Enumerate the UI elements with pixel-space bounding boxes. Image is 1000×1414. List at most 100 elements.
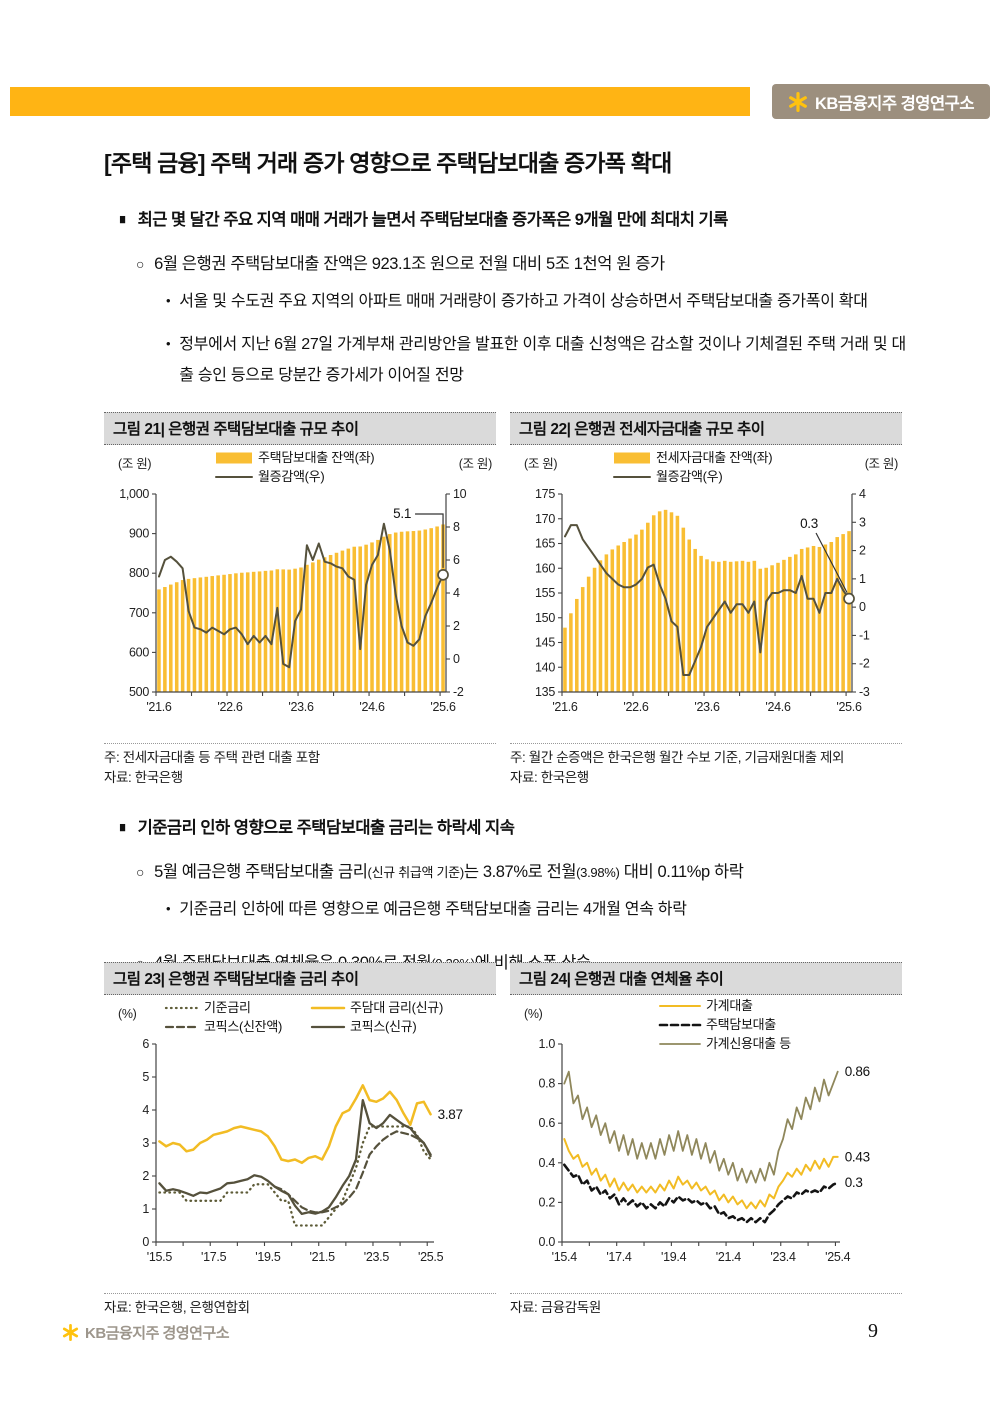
svg-text:0.3: 0.3 xyxy=(845,1175,863,1190)
figure-21-source: 자료: 한국은행 xyxy=(104,770,183,786)
svg-text:'23.6: '23.6 xyxy=(288,700,314,714)
svg-text:'22.6: '22.6 xyxy=(623,700,649,714)
svg-text:3.87: 3.87 xyxy=(438,1107,463,1122)
circle-bullet-icon: ○ xyxy=(136,256,145,272)
svg-text:1.0: 1.0 xyxy=(539,1037,556,1051)
svg-text:코픽스(신규): 코픽스(신규) xyxy=(350,1019,416,1034)
svg-text:'21.6: '21.6 xyxy=(146,700,172,714)
top-accent-bar xyxy=(10,87,750,116)
svg-text:(%): (%) xyxy=(524,1007,543,1021)
section-heading: ■ 최근 몇 달간 주요 지역 매매 거래가 늘면서 주택담보대출 증가폭은 9… xyxy=(118,206,918,230)
svg-text:월증감액(우): 월증감액(우) xyxy=(258,469,324,484)
svg-text:'24.6: '24.6 xyxy=(359,700,385,714)
sub-bullet-text: 정부에서 지난 6월 27일 가계부채 관리방안을 발표한 이후 대출 신청액은… xyxy=(179,336,906,385)
svg-text:가계대출: 가계대출 xyxy=(706,998,753,1013)
svg-text:0: 0 xyxy=(142,1235,149,1249)
svg-text:'19.4: '19.4 xyxy=(661,1250,687,1264)
svg-text:4: 4 xyxy=(453,586,460,600)
svg-text:전세자금대출 잔액(좌): 전세자금대출 잔액(좌) xyxy=(656,450,772,465)
svg-text:700: 700 xyxy=(129,606,149,620)
header-brand-text: KB금융지주 경영연구소 xyxy=(814,94,975,113)
figure-21-title: 그림 21| 은행권 주택담보대출 규모 추이 xyxy=(104,412,496,445)
svg-text:4: 4 xyxy=(142,1103,149,1117)
bullet-item: ○ 5월 예금은행 주택담보대출 금리(신규 취급액 기준)는 3.87%로 전… xyxy=(136,858,918,882)
svg-text:기준금리: 기준금리 xyxy=(204,1000,251,1015)
svg-text:주택담보대출: 주택담보대출 xyxy=(706,1017,776,1032)
svg-text:0.4: 0.4 xyxy=(539,1156,556,1170)
svg-text:'15.4: '15.4 xyxy=(552,1250,578,1264)
svg-text:0: 0 xyxy=(453,652,460,666)
svg-text:8: 8 xyxy=(453,520,460,534)
svg-text:140: 140 xyxy=(535,660,555,674)
sub-bullet-item: • 서울 및 수도권 주요 지역의 아파트 매매 거래량이 증가하고 가격이 상… xyxy=(166,286,918,317)
figures-row-1: 그림 21| 은행권 주택담보대출 규모 추이 1,000 900 800 700 60… xyxy=(104,412,902,789)
svg-text:1: 1 xyxy=(142,1202,149,1216)
circle-bullet-icon: ○ xyxy=(136,864,145,880)
figure-22-chart: 17517016516015515014514013543210-1-2-3'2… xyxy=(524,450,898,714)
svg-text:'23.4: '23.4 xyxy=(770,1250,796,1264)
dot-bullet-icon: • xyxy=(166,293,171,308)
sub-bullet-item: • 정부에서 지난 6월 27일 가계부채 관리방안을 발표한 이후 대출 신청… xyxy=(166,329,918,391)
svg-text:-3: -3 xyxy=(859,685,870,699)
figure-22-note: 주: 월간 순증액은 한국은행 월간 수보 기준, 기금재원대출 제외 xyxy=(510,750,845,765)
svg-text:'19.5: '19.5 xyxy=(255,1250,281,1264)
footer-brand-text: KB금융지주 경영연구소 xyxy=(85,1325,230,1342)
dot-bullet-icon: • xyxy=(166,901,171,916)
svg-text:(조 원): (조 원) xyxy=(865,457,898,471)
square-bullet-icon: ■ xyxy=(119,211,126,228)
kb-star-icon xyxy=(62,1324,79,1341)
bullet-text: 6월 은행권 주택담보대출 잔액은 923.1조 원으로 전월 대비 5조 1천… xyxy=(154,255,665,273)
svg-text:2: 2 xyxy=(859,544,866,558)
svg-text:'22.6: '22.6 xyxy=(217,700,243,714)
svg-text:'25.6: '25.6 xyxy=(836,700,862,714)
svg-text:'17.5: '17.5 xyxy=(201,1250,227,1264)
section-heading: ■ 기준금리 인하 영향으로 주택담보대출 금리는 하락세 지속 xyxy=(118,814,918,838)
bullet-item: ○ 6월 은행권 주택담보대출 잔액은 923.1조 원으로 전월 대비 5조 … xyxy=(136,250,918,274)
svg-text:1,000: 1,000 xyxy=(119,487,149,501)
svg-text:600: 600 xyxy=(129,645,149,659)
svg-text:800: 800 xyxy=(129,566,149,580)
svg-text:160: 160 xyxy=(535,561,555,575)
svg-text:'24.6: '24.6 xyxy=(765,700,791,714)
page-title: [주택 금융] 주택 거래 증가 영향으로 주택담보대출 증가폭 확대 xyxy=(104,150,672,176)
figure-24-chart: 1.0 0.8 0.6 0.4 0.2 0.0'15.4 '17.4 '19.4 '21.4 '2… xyxy=(524,998,870,1264)
figure-23-title: 그림 23| 은행권 주택담보대출 금리 추이 xyxy=(104,962,496,995)
svg-text:(조 원): (조 원) xyxy=(118,457,151,471)
svg-text:175: 175 xyxy=(535,487,555,501)
svg-text:가계신용대출 등: 가계신용대출 등 xyxy=(706,1036,791,1051)
header-brand-badge: KB금융지주 경영연구소 xyxy=(772,84,990,119)
svg-text:145: 145 xyxy=(535,636,555,650)
svg-text:0: 0 xyxy=(859,600,866,614)
svg-text:150: 150 xyxy=(535,611,555,625)
section-heading-text: 최근 몇 달간 주요 지역 매매 거래가 늘면서 주택담보대출 증가폭은 9개월… xyxy=(137,211,729,229)
svg-text:'25.6: '25.6 xyxy=(430,700,456,714)
figure-21-note: 주: 전세자금대출 등 주택 관련 대출 포함 xyxy=(104,750,320,765)
svg-text:2: 2 xyxy=(453,619,460,633)
svg-text:'15.5: '15.5 xyxy=(147,1250,173,1264)
svg-text:170: 170 xyxy=(535,512,555,526)
kb-star-icon xyxy=(789,91,807,112)
figure-23-source: 자료: 한국은행, 은행연합회 xyxy=(104,1300,250,1315)
sub-bullet-text: 서울 및 수도권 주요 지역의 아파트 매매 거래량이 증가하고 가격이 상승하… xyxy=(179,293,868,310)
bullet-text: 5월 예금은행 주택담보대출 금리(신규 취급액 기준)는 3.87%로 전월(… xyxy=(154,863,744,881)
svg-text:(조 원): (조 원) xyxy=(524,457,557,471)
sub-bullet-item: • 기준금리 인하에 따른 영향으로 예금은행 주택담보대출 금리는 4개월 연… xyxy=(166,894,918,925)
svg-text:'23.6: '23.6 xyxy=(694,700,720,714)
svg-text:'21.4: '21.4 xyxy=(716,1250,742,1264)
svg-text:0.0: 0.0 xyxy=(539,1235,556,1249)
svg-text:0.3: 0.3 xyxy=(800,516,818,531)
svg-text:'21.5: '21.5 xyxy=(310,1250,336,1264)
svg-text:-2: -2 xyxy=(859,657,870,671)
svg-text:2: 2 xyxy=(142,1169,149,1183)
figure-21: 그림 21| 은행권 주택담보대출 규모 추이 1,000 900 800 700 60… xyxy=(104,412,496,789)
section-housing-loan-growth: ■ 최근 몇 달간 주요 지역 매매 거래가 늘면서 주택담보대출 증가폭은 9… xyxy=(118,206,918,392)
square-bullet-icon: ■ xyxy=(119,819,126,836)
svg-text:'25.5: '25.5 xyxy=(418,1250,444,1264)
figure-22: 그림 22| 은행권 전세자금대출 규모 추이 175 170 165 160 155 1… xyxy=(510,412,902,789)
svg-text:5.1: 5.1 xyxy=(393,506,411,521)
section-heading-text: 기준금리 인하 영향으로 주택담보대출 금리는 하락세 지속 xyxy=(137,819,515,837)
figure-21-chart: 1,000 900 800 700 600 500 10 8 6 4 2 0 -2 '21.6 '22.6 '… xyxy=(118,450,492,714)
svg-text:'25.4: '25.4 xyxy=(825,1250,851,1264)
svg-text:6: 6 xyxy=(142,1037,149,1051)
